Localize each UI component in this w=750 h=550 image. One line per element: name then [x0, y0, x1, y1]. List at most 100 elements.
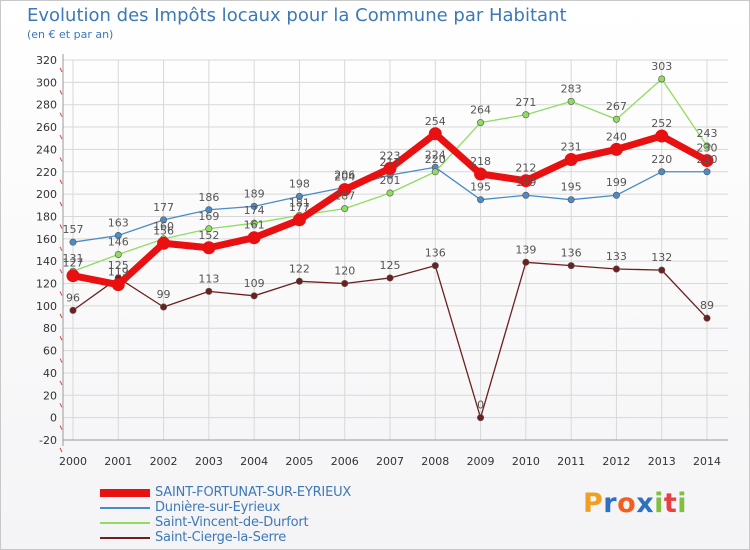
data-point — [522, 258, 530, 266]
axis-minor-tick — [59, 403, 63, 408]
logo-letter: x — [636, 488, 655, 519]
data-point — [658, 266, 666, 274]
data-label: 220 — [651, 153, 672, 166]
y-tick-label: 60 — [43, 345, 57, 358]
y-tick-label: 220 — [36, 166, 57, 179]
data-label: 125 — [108, 259, 129, 272]
data-point — [477, 196, 485, 204]
data-point — [522, 191, 530, 199]
data-label: 271 — [515, 96, 536, 109]
data-label: 303 — [651, 60, 672, 73]
data-label: 220 — [697, 153, 718, 166]
data-label: 127 — [63, 257, 84, 270]
logo-letter: i — [654, 488, 664, 519]
data-point — [160, 216, 168, 224]
data-point — [295, 192, 303, 200]
legend-swatch — [100, 507, 150, 509]
data-point — [519, 174, 533, 188]
axis-minor-tick — [59, 246, 63, 252]
x-tick-label: 2000 — [59, 455, 87, 468]
y-tick-label: 160 — [36, 233, 57, 246]
data-label: 243 — [697, 127, 718, 140]
data-point — [612, 115, 620, 123]
data-point — [522, 111, 530, 119]
data-label: 161 — [244, 219, 265, 232]
data-point — [69, 238, 77, 246]
data-label: 177 — [153, 201, 174, 214]
data-label: 146 — [108, 235, 129, 248]
chart-legend: SAINT-FORTUNAT-SUR-EYRIEUX Dunière-sur-Ey… — [100, 485, 420, 546]
data-label: 119 — [108, 266, 129, 279]
logo-letter: o — [617, 488, 637, 519]
x-tick-label: 2001 — [104, 455, 132, 468]
data-label: 96 — [66, 291, 80, 304]
x-tick-label: 2014 — [693, 455, 721, 468]
data-label: 174 — [244, 204, 265, 217]
legend-label: Saint-Cierge-la-Serre — [155, 530, 287, 545]
axis-minor-tick — [59, 224, 63, 229]
axis-minor-tick — [59, 358, 63, 363]
y-tick-label: 40 — [43, 367, 57, 380]
legend-label: Saint-Vincent-de-Durfort — [155, 515, 309, 530]
axis-minor-tick — [59, 425, 63, 430]
x-tick-label: 2012 — [602, 455, 630, 468]
data-point — [341, 280, 349, 288]
x-tick-label: 2009 — [467, 455, 495, 468]
data-point — [386, 274, 394, 282]
data-label: 204 — [334, 171, 355, 184]
x-tick-label: 2005 — [285, 455, 313, 468]
data-label: 89 — [700, 299, 714, 312]
x-tick-label: 2004 — [240, 455, 268, 468]
data-label: 133 — [606, 250, 627, 263]
legend-item: Saint-Vincent-de-Durfort — [100, 515, 420, 531]
data-point — [383, 161, 397, 175]
y-tick-label: 200 — [36, 188, 57, 201]
data-label: 186 — [198, 191, 219, 204]
data-label: 132 — [651, 251, 672, 264]
y-tick-label: 140 — [36, 255, 57, 268]
data-point — [205, 206, 213, 214]
logo-letter: i — [677, 488, 688, 519]
data-point — [205, 225, 213, 233]
x-tick-label: 2007 — [376, 455, 404, 468]
data-label: 264 — [470, 104, 491, 117]
axis-minor-tick — [59, 179, 63, 184]
axis-minor-tick — [59, 112, 63, 117]
y-tick-label: 180 — [36, 210, 57, 223]
axis-minor-tick — [59, 157, 63, 162]
data-point — [567, 196, 575, 204]
data-point — [202, 241, 216, 255]
axis-minor-tick — [59, 447, 63, 453]
axis-minor-tick — [59, 201, 63, 207]
data-label: 187 — [334, 190, 355, 203]
chart-title: Evolution des Impôts locaux pour la Comm… — [27, 5, 567, 26]
data-point — [474, 167, 488, 181]
axis-minor-tick — [59, 134, 63, 140]
data-label: 195 — [561, 181, 582, 194]
data-label: 220 — [425, 153, 446, 166]
x-tick-label: 2003 — [195, 455, 223, 468]
legend-swatch — [100, 489, 150, 497]
legend-swatch — [100, 522, 150, 524]
data-point — [703, 168, 711, 176]
legend-item: SAINT-FORTUNAT-SUR-EYRIEUX — [100, 485, 420, 501]
y-tick-label: 0 — [50, 412, 57, 425]
data-point — [658, 168, 666, 176]
y-tick-label: 300 — [36, 76, 57, 89]
data-label: 195 — [470, 181, 491, 194]
data-point — [66, 269, 80, 283]
data-label: 283 — [561, 82, 582, 95]
data-point — [703, 142, 711, 150]
data-label: 198 — [289, 177, 310, 190]
data-point — [609, 142, 623, 156]
data-point — [295, 277, 303, 285]
data-label: 230 — [697, 142, 718, 155]
logo-letter: r — [603, 488, 618, 519]
data-label: 139 — [515, 243, 536, 256]
data-label: 0 — [477, 399, 484, 412]
x-tick-label: 2010 — [512, 455, 540, 468]
data-label: 156 — [153, 224, 174, 237]
x-tick-label: 2006 — [331, 455, 359, 468]
y-tick-label: 20 — [43, 389, 57, 402]
data-label: 252 — [651, 117, 672, 130]
